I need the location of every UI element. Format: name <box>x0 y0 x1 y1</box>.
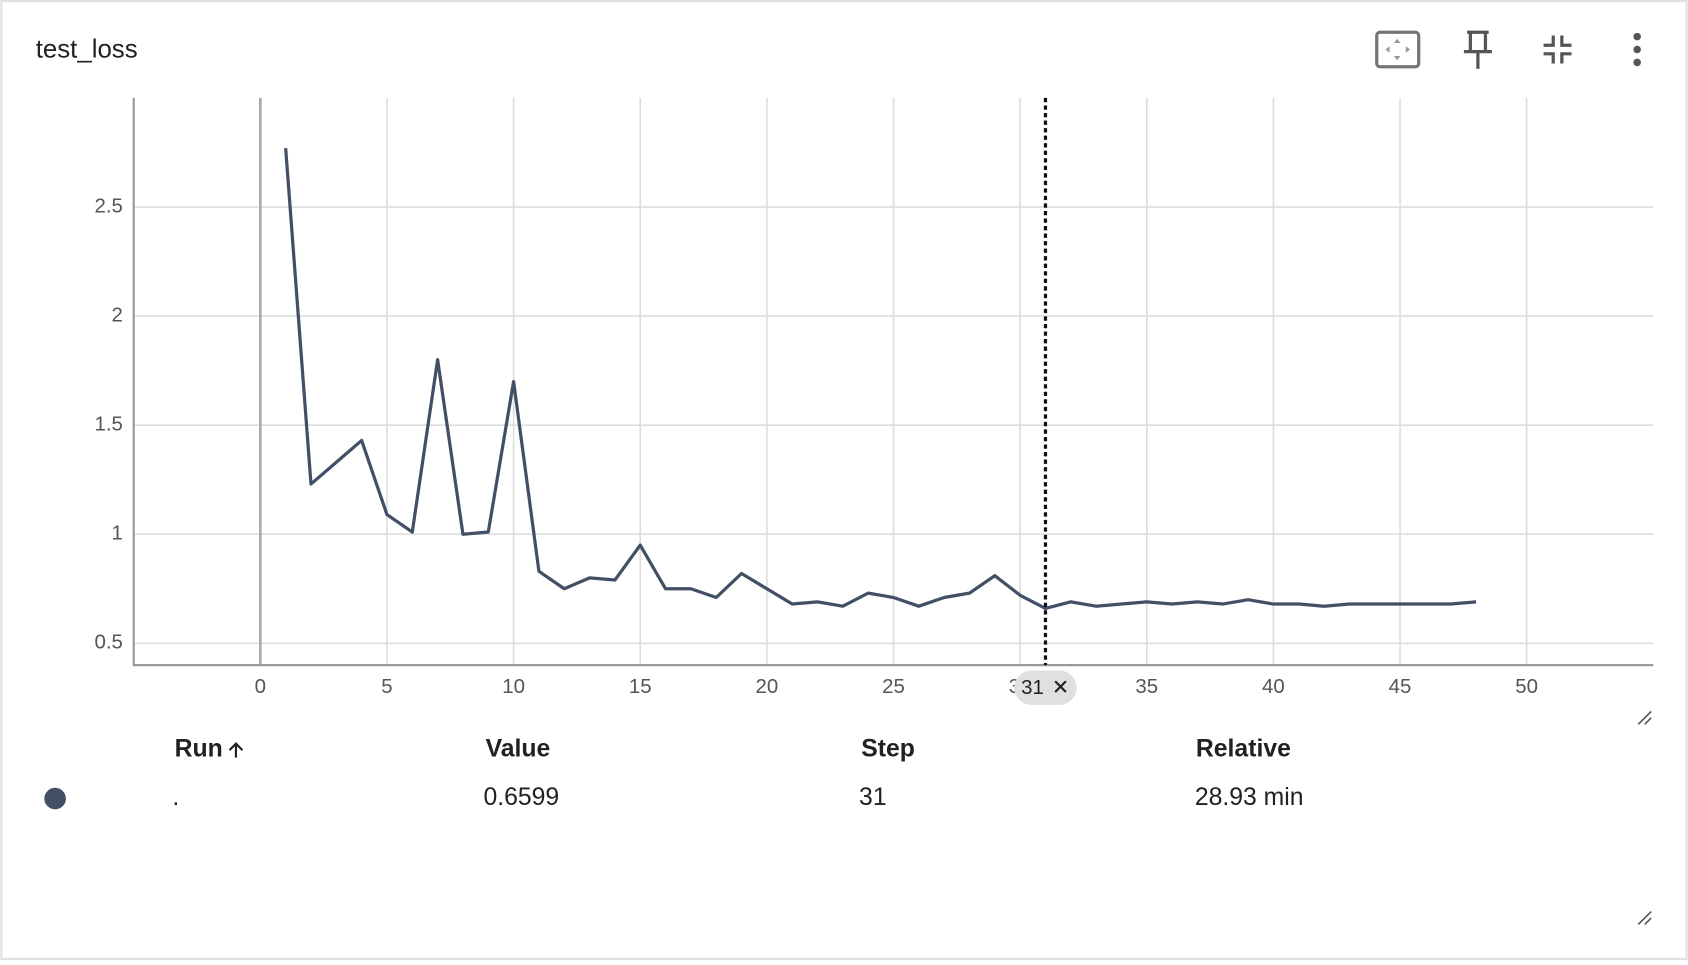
run-name: . <box>172 784 179 811</box>
run-color[interactable] <box>42 785 69 812</box>
sort-arrow <box>228 742 244 758</box>
y-tick-label: 1.5 <box>95 413 123 436</box>
value-cell: 0.6599 <box>483 784 559 811</box>
cursor-close <box>1054 680 1067 693</box>
pin-icon[interactable] <box>1463 30 1492 69</box>
x-tick-label: 40 <box>1262 675 1285 698</box>
series-line <box>284 147 1477 611</box>
x-tick-label: 25 <box>882 675 905 698</box>
y-tick-label: 1 <box>112 522 123 545</box>
step-cell: 31 <box>859 784 887 811</box>
x-tick-label: 5 <box>381 675 392 698</box>
y-tick-label: 2.5 <box>95 194 123 217</box>
x-tick-label: 20 <box>756 675 779 698</box>
column-header[interactable]: Value <box>486 736 551 763</box>
plot-area: 0.511.522.50510152025303540455031 <box>95 97 1654 705</box>
x-tick-label: 50 <box>1515 675 1538 698</box>
column-header[interactable]: Step <box>861 736 915 763</box>
axis-line <box>132 97 1654 667</box>
x-tick-label: 15 <box>629 675 652 698</box>
x-tick-label: 0 <box>255 675 266 698</box>
resize-handle[interactable] <box>1637 710 1652 725</box>
resize-handle[interactable] <box>1637 910 1652 926</box>
cursor-step-label: 31 <box>1021 676 1044 699</box>
x-tick-label: 10 <box>502 675 525 698</box>
collapse-icon[interactable] <box>1543 35 1572 64</box>
y-tick-label: 2 <box>112 303 123 326</box>
menu-icon[interactable] <box>1633 32 1641 67</box>
card-title: test_loss <box>36 35 138 63</box>
x-tick-label: 45 <box>1389 675 1412 698</box>
relative-cell: 28.93 min <box>1195 784 1304 811</box>
x-tick-label: 35 <box>1135 675 1158 698</box>
cursor-badge <box>1014 670 1077 705</box>
fit-icon[interactable] <box>1375 30 1421 69</box>
column-header[interactable]: Relative <box>1196 736 1291 763</box>
y-tick-label: 0.5 <box>95 631 123 654</box>
column-header[interactable]: Run <box>175 736 223 763</box>
